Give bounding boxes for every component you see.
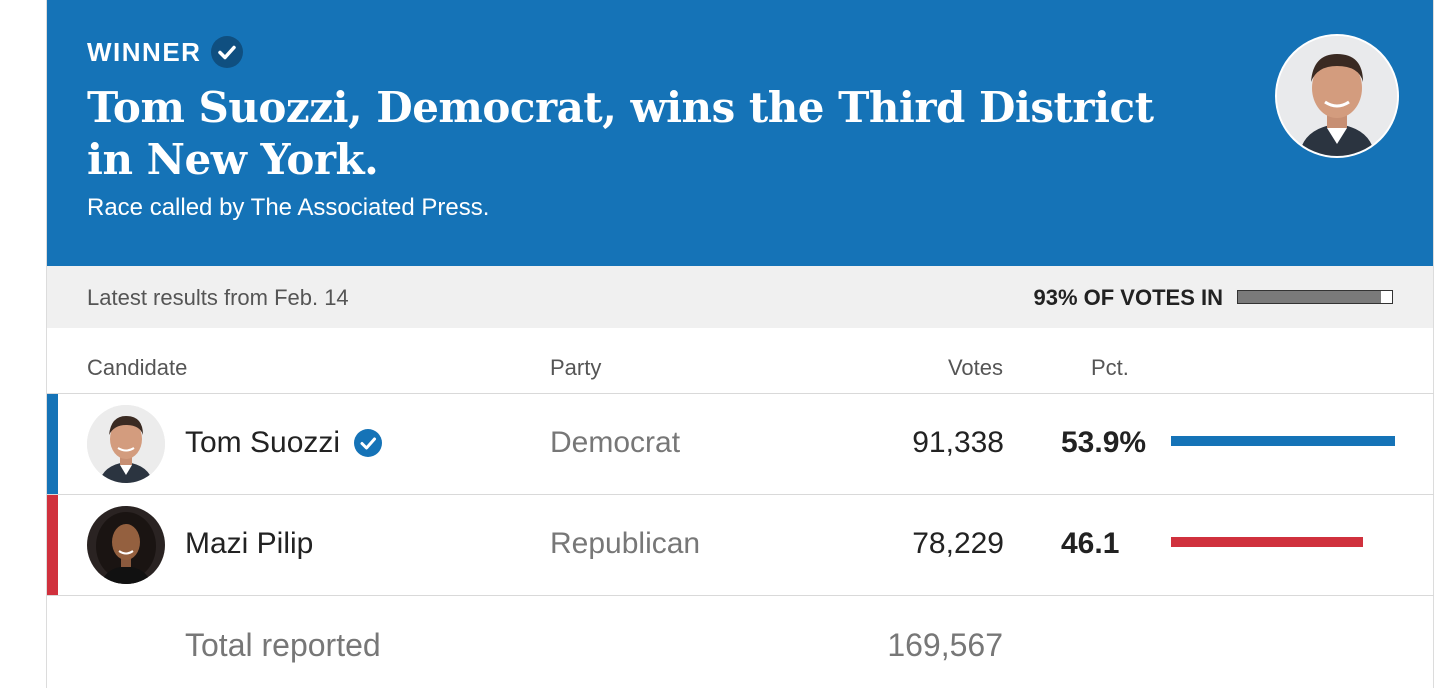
candidate-votes: 91,338	[912, 426, 1004, 459]
results-status-bar: Latest results from Feb. 14 93% OF VOTES…	[47, 266, 1433, 328]
candidate-row: Mazi Pilip Republican 78,229 46.1	[47, 494, 1434, 596]
column-header-candidate: Candidate	[87, 355, 188, 380]
candidate-pct: 46.1	[1061, 527, 1120, 560]
winner-row: WINNER	[87, 36, 244, 68]
race-called-note: Race called by The Associated Press.	[87, 194, 490, 221]
candidate-votes: 78,229	[912, 527, 1004, 560]
candidate-row: Tom Suozzi Democrat 91,338 53.9%	[47, 393, 1434, 494]
candidate-party: Republican	[550, 527, 701, 560]
column-header-votes: Votes	[947, 355, 1003, 380]
avatar	[87, 506, 165, 584]
candidate-pct: 53.9%	[1061, 426, 1147, 459]
avatar	[87, 405, 165, 483]
race-result-card: WINNER Tom Suozzi, Democrat, wins the Th…	[46, 0, 1434, 688]
column-header-pct: Pct.	[1091, 355, 1129, 380]
party-color-stripe	[47, 394, 58, 494]
pct-bar	[1171, 537, 1363, 547]
total-reported-label: Total reported	[185, 627, 381, 663]
candidate-name: Tom Suozzi	[185, 426, 341, 459]
pct-bar	[1171, 436, 1395, 446]
winner-label: WINNER	[87, 36, 202, 67]
votes-in-label: 93% OF VOTES IN	[1033, 285, 1224, 310]
check-circle-icon	[211, 36, 244, 68]
winner-banner: WINNER Tom Suozzi, Democrat, wins the Th…	[47, 0, 1433, 266]
party-color-stripe	[47, 495, 58, 595]
check-circle-icon	[354, 429, 383, 457]
candidate-name: Mazi Pilip	[185, 527, 314, 560]
candidate-party: Democrat	[550, 426, 681, 459]
race-headline: Tom Suozzi, Democrat, wins the Third Dis…	[87, 83, 1154, 184]
total-reported-votes: 169,567	[887, 627, 1003, 663]
candidate-name-row: Tom Suozzi	[185, 426, 383, 460]
votes-in-progress-bar	[1237, 290, 1393, 304]
winner-photo	[1275, 34, 1399, 158]
candidate-name-row: Mazi Pilip	[185, 527, 313, 561]
latest-results-text: Latest results from Feb. 14	[87, 285, 349, 310]
votes-in-progress-fill	[1238, 291, 1382, 303]
column-header-party: Party	[550, 355, 602, 380]
